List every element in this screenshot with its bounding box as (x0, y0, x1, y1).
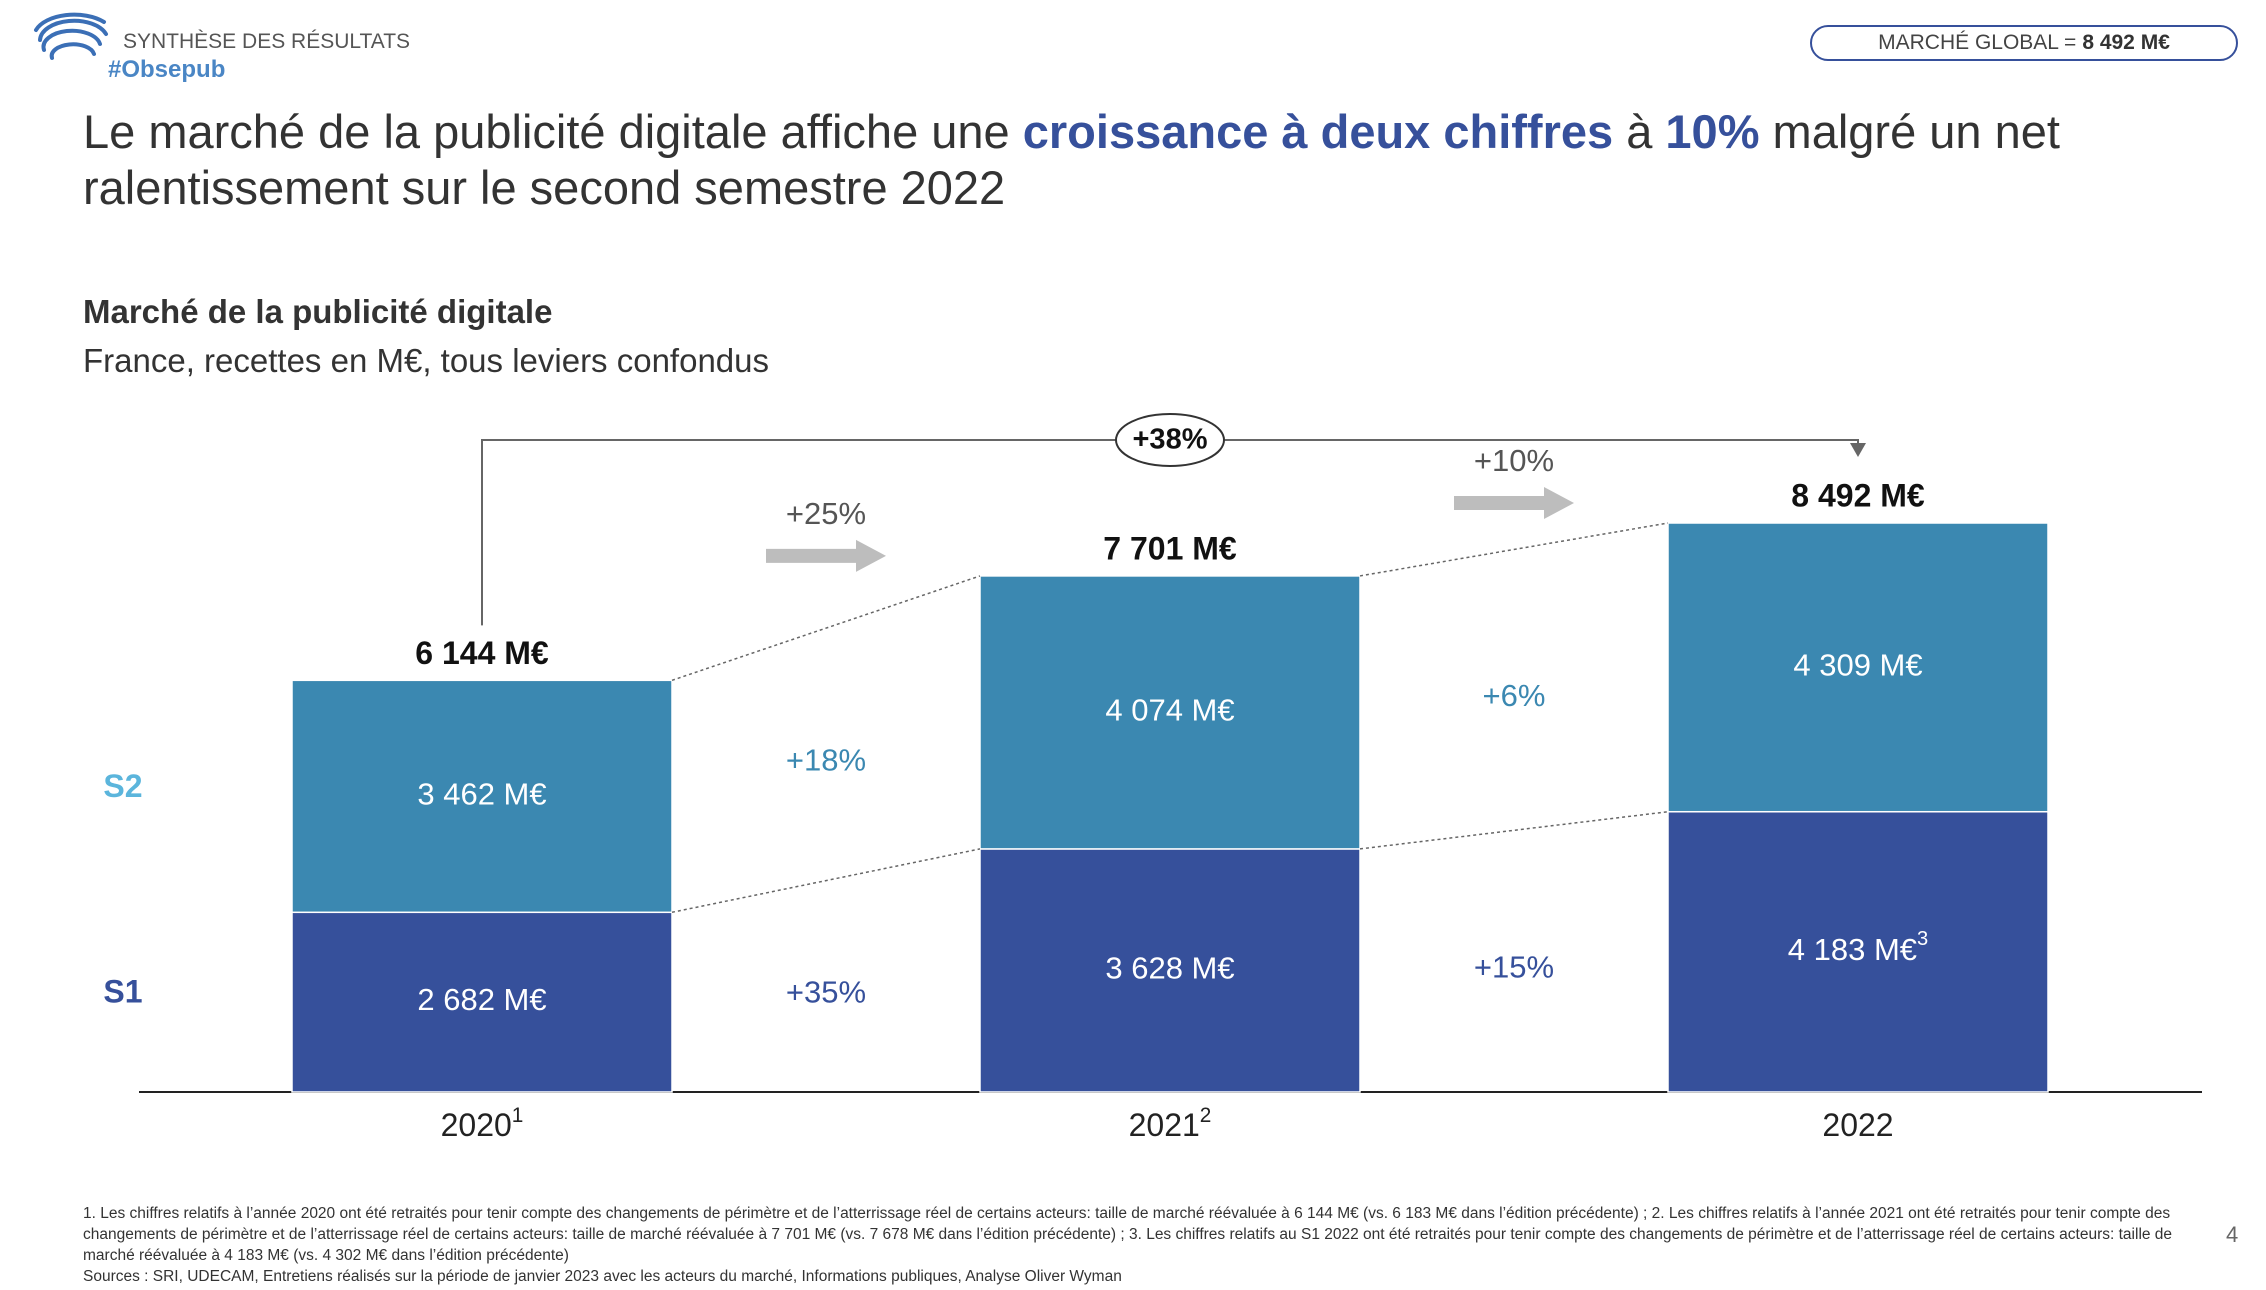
total-label: 8 492 M€ (1791, 477, 1925, 513)
notes: 1. Les chiffres relatifs à l’année 2020 … (83, 1205, 2173, 1264)
segment-label-text: 4 183 M€ (1788, 932, 1917, 967)
connector (1359, 810, 1669, 850)
headline-part: Le marché de la publicité digitale affic… (83, 105, 1023, 158)
segment-label: 4 074 M€ (1105, 693, 1234, 728)
segment-label-text: 4 309 M€ (1793, 648, 1922, 683)
series-label: S1 (103, 974, 142, 1010)
overall-arrowhead (1850, 443, 1866, 457)
connector (671, 848, 981, 914)
chart-title: Marché de la publicité digitale (83, 293, 553, 330)
headline-part: à (1613, 105, 1666, 158)
badge: MARCHÉ GLOBAL = 8 492 M€ (1810, 25, 2238, 61)
growth-arrow (766, 539, 886, 572)
connector (1359, 522, 1669, 577)
bar-segment (1667, 522, 2049, 813)
headline-part: croissance à deux chiffres (1022, 105, 1614, 158)
growth-arrow (1454, 487, 1574, 519)
total-growth: +10% (1474, 443, 1554, 478)
bar-segment (1667, 810, 2049, 1093)
segment-growth: +15% (1474, 949, 1554, 984)
segment-growth: +35% (786, 974, 866, 1009)
chart-subtitle: France, recettes en M€, tous leviers con… (83, 342, 770, 379)
badge-value: 8 492 M€ (2082, 31, 2170, 54)
x-tick-label-text: 2021 (1129, 1107, 1200, 1143)
total-growth: +25% (786, 496, 866, 531)
x-tick-label: 20201 (441, 1104, 524, 1144)
total-label: 7 701 M€ (1103, 530, 1237, 566)
bar-segment (291, 679, 673, 914)
connector (671, 575, 981, 682)
logo (34, 12, 108, 60)
total-label: 6 144 M€ (415, 635, 549, 671)
hashtag: #Obsepub (108, 56, 226, 83)
segment-growth: +18% (786, 743, 866, 778)
x-tick-label-note: 1 (512, 1104, 524, 1127)
segment-label-note: 3 (1917, 928, 1928, 950)
x-tick-label-text: 2022 (1822, 1107, 1893, 1143)
x-tick-label-text: 2020 (441, 1107, 512, 1143)
headline: Le marché de la publicité digitale affic… (83, 104, 2193, 216)
overall-badge (1115, 413, 1225, 467)
sources: Sources : SRI, UDECAM, Entretiens réalis… (83, 1268, 1122, 1285)
segment-label: 2 682 M€ (417, 982, 546, 1017)
footnotes: 1. Les chiffres relatifs à l’année 2020 … (83, 1203, 2203, 1287)
bar-segment (979, 575, 1361, 850)
segment-label-text: 2 682 M€ (417, 982, 546, 1017)
segment-label: 4 183 M€3 (1788, 928, 1928, 967)
overall-growth: +38% (1133, 424, 1208, 456)
x-tick-label-note: 2 (1200, 1104, 1212, 1127)
series-label: S2 (103, 768, 142, 804)
segment-label: 3 628 M€ (1105, 951, 1234, 986)
badge-label: MARCHÉ GLOBAL = (1878, 31, 2077, 54)
segment-label-text: 3 628 M€ (1105, 951, 1234, 986)
bar-segment (291, 911, 673, 1093)
segment-label-text: 3 462 M€ (417, 776, 546, 811)
headline-part: malgré un net ralentissement sur le seco… (83, 105, 2060, 214)
x-tick-label: 2022 (1822, 1107, 1893, 1143)
segment-label-text: 4 074 M€ (1105, 693, 1234, 728)
kicker: SYNTHÈSE DES RÉSULTATS (123, 30, 411, 53)
segment-growth: +6% (1483, 678, 1546, 713)
segment-label: 3 462 M€ (417, 776, 546, 811)
page-number: 4 (2226, 1222, 2239, 1247)
segment-label: 4 309 M€ (1793, 648, 1922, 683)
headline-part: 10% (1665, 105, 1760, 158)
bar-segment (979, 848, 1361, 1093)
x-tick-label: 20212 (1129, 1104, 1212, 1144)
